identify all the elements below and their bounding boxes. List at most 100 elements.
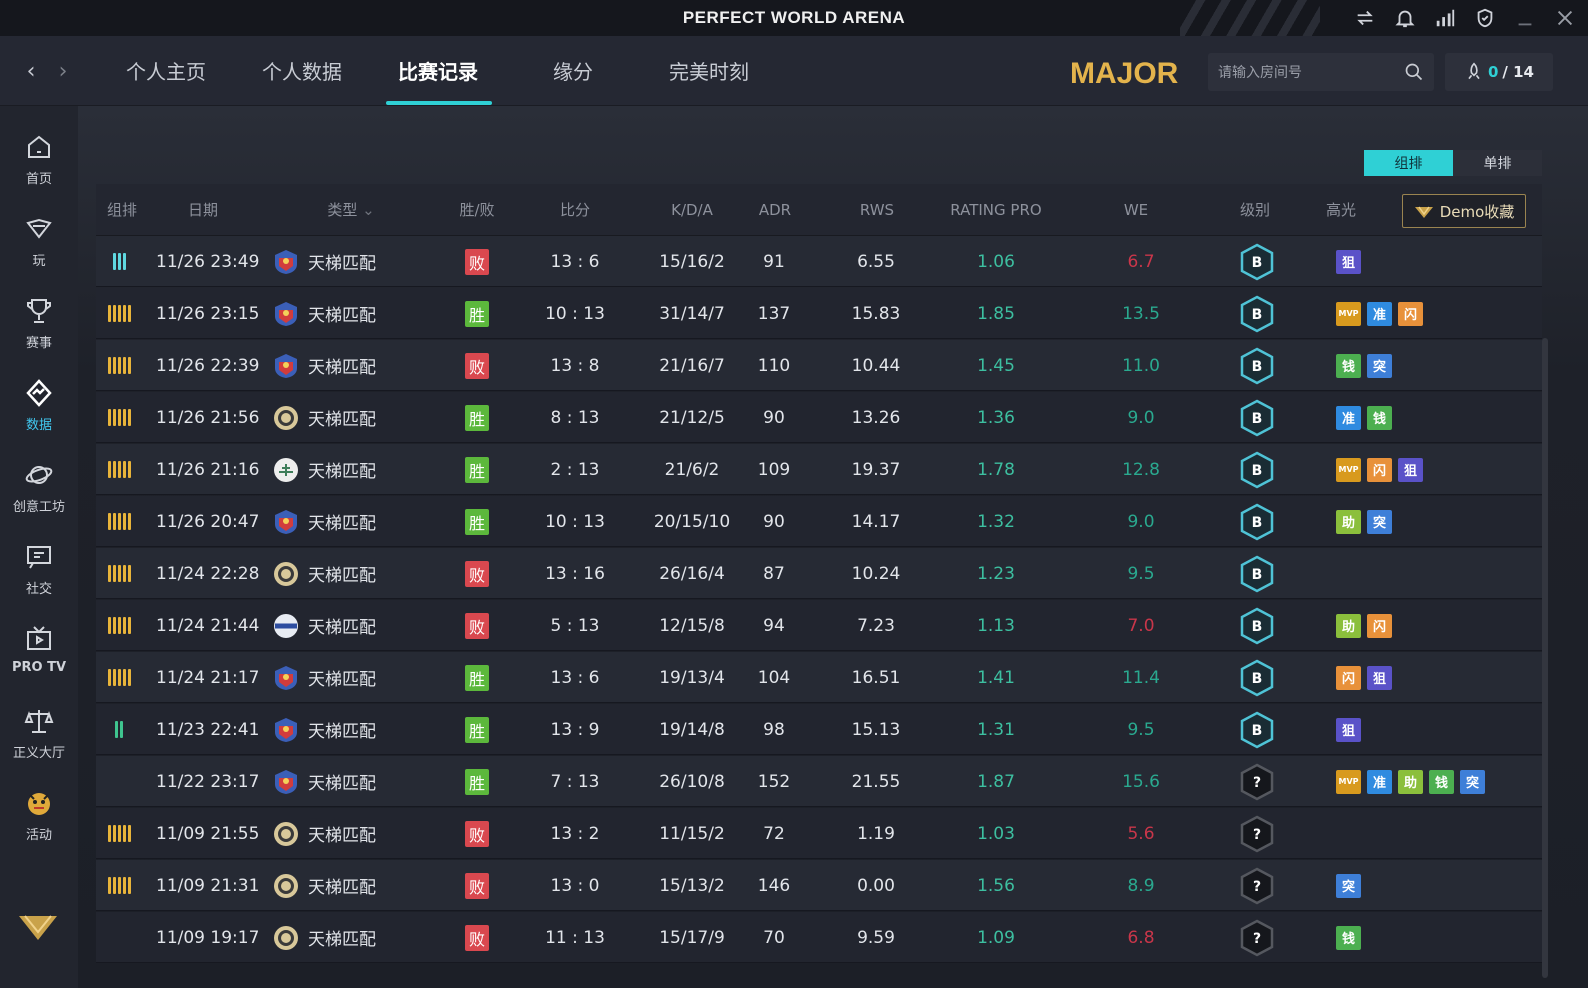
party-size-indicator — [96, 600, 142, 651]
svg-text:B: B — [1252, 515, 1263, 531]
party-member-mark — [117, 617, 121, 634]
sidebar-item-label: 首页 — [25, 172, 52, 187]
sidebar-item-events[interactable]: 赛事 — [0, 296, 78, 366]
sidebar-item-workshop[interactable]: 创意工坊 — [0, 460, 78, 530]
highlight-badge: 突 — [1367, 509, 1392, 534]
map-badge-icon — [275, 769, 297, 794]
sidebar-item-protv[interactable]: PRO TV — [0, 624, 78, 694]
table-row[interactable]: 11/26 21:56 天梯匹配 胜 8 : 13 21/12/5 90 13.26 1.36… — [96, 392, 1542, 443]
table-row[interactable]: 11/23 22:41 天梯匹配 胜 13 : 9 19/14/8 98 15.13 1.31… — [96, 704, 1542, 755]
table-row[interactable]: 11/26 21:16 天梯匹配 胜 2 : 13 21/6/2 109 19.37 1.78… — [96, 444, 1542, 495]
sidebar-item-justice[interactable]: 正义大厅 — [0, 706, 78, 776]
svg-text:?: ? — [1253, 775, 1261, 791]
group-queue-button[interactable]: 组排 — [1364, 150, 1453, 176]
sidebar-item-home[interactable]: 首页 — [0, 132, 78, 202]
tab-personal-stats[interactable]: 个人数据 — [262, 60, 342, 84]
party-member-mark — [117, 513, 121, 530]
forward-arrow-icon[interactable]: › — [58, 58, 68, 84]
result-cell: 胜 — [458, 444, 496, 495]
highlights-cell: 助突 — [1336, 496, 1536, 547]
table-row[interactable]: 11/09 19:17 天梯匹配 败 11 : 13 15/17/9 70 9.59 1.09… — [96, 912, 1542, 963]
table-row[interactable]: 11/26 23:49 天梯匹配 败 13 : 6 15/16/2 91 6.55 1.06 6… — [96, 236, 1542, 287]
sidebar-item-play[interactable]: 玩 — [0, 214, 78, 284]
party-size-indicator — [96, 704, 142, 755]
highlights-cell — [1336, 808, 1536, 859]
player-counter[interactable]: 0 / 14 — [1445, 53, 1553, 91]
match-score: 13 : 6 — [550, 251, 600, 272]
adr-value: 98 — [763, 719, 785, 740]
tab-perfect-moments[interactable]: 完美时刻 — [669, 60, 749, 84]
match-score: 13 : 9 — [550, 719, 600, 740]
table-row[interactable]: 11/26 23:15 天梯匹配 胜 10 : 13 31/14/7 137 15.83 1.… — [96, 288, 1542, 339]
kda-value: 11/15/2 — [659, 823, 725, 844]
header-type[interactable]: 类型 ⌄ — [318, 184, 384, 236]
header-kda: K/D/A — [671, 201, 713, 219]
table-row[interactable]: 11/24 22:28 天梯匹配 败 13 : 16 26/16/4 87 10.24 1.2… — [96, 548, 1542, 599]
back-arrow-icon[interactable]: ‹ — [26, 58, 36, 84]
table-row[interactable]: 11/24 21:17 天梯匹配 胜 13 : 6 19/13/4 104 16.51 1.4… — [96, 652, 1542, 703]
shield-check-icon[interactable] — [1472, 5, 1498, 31]
party-size-indicator — [96, 860, 142, 911]
party-member-mark — [127, 357, 131, 374]
room-search-input[interactable] — [1218, 53, 1398, 91]
result-badge: 败 — [465, 872, 489, 899]
sidebar-item-data[interactable]: 数据 — [0, 378, 78, 448]
party-member-mark — [112, 565, 116, 582]
sidebar-item-label: 创意工坊 — [12, 500, 65, 515]
party-member-mark — [117, 253, 121, 270]
header-group: 组排 — [106, 201, 137, 219]
major-logo[interactable]: MAJOR — [1070, 52, 1188, 92]
chevron-down-icon: ⌄ — [362, 201, 375, 219]
party-member-mark — [112, 409, 116, 426]
match-date: 11/09 21:31 — [156, 875, 260, 896]
demo-collection-button[interactable]: Demo收藏 — [1402, 194, 1526, 228]
minimize-icon[interactable] — [1512, 5, 1538, 31]
close-icon[interactable] — [1552, 5, 1578, 31]
highlight-badge: 钱 — [1336, 353, 1361, 378]
sidebar-item-label: 社交 — [25, 582, 52, 597]
rank-b-icon: B — [1240, 295, 1274, 332]
result-badge: 胜 — [465, 404, 489, 431]
table-row[interactable]: 11/24 21:44 天梯匹配 败 5 : 13 12/15/8 94 7.23 1.13 7… — [96, 600, 1542, 651]
table-row[interactable]: 11/22 23:17 天梯匹配 胜 7 : 13 26/10/8 152 21.55 1.8… — [96, 756, 1542, 807]
party-member-mark — [122, 617, 126, 634]
tab-affinity[interactable]: 缘分 — [553, 60, 593, 84]
swap-icon[interactable] — [1352, 5, 1378, 31]
unknown-rank-icon: ? — [1240, 815, 1274, 852]
home-icon — [28, 135, 50, 158]
match-score: 13 : 6 — [550, 667, 600, 688]
rating-value: 1.45 — [977, 355, 1015, 376]
solo-queue-button[interactable]: 单排 — [1453, 150, 1542, 176]
sidebar-item-social[interactable]: 社交 — [0, 542, 78, 612]
svg-text:B: B — [1252, 411, 1263, 427]
search-icon[interactable] — [1404, 62, 1424, 82]
scrollbar[interactable] — [1542, 338, 1548, 978]
table-row[interactable]: 11/26 20:47 天梯匹配 胜 10 : 13 20/15/10 90 14.17 1.… — [96, 496, 1542, 547]
rws-value: 9.59 — [857, 927, 895, 948]
result-cell: 败 — [458, 548, 496, 599]
match-type: 天梯匹配 — [272, 548, 402, 599]
table-row[interactable]: 11/09 21:31 天梯匹配 败 13 : 0 15/13/2 146 0.00 1.56… — [96, 860, 1542, 911]
rank-b-icon: B — [1240, 347, 1274, 384]
counter-total: / 14 — [1502, 63, 1534, 81]
bell-icon[interactable] — [1392, 5, 1418, 31]
brand-logo[interactable] — [17, 908, 59, 942]
rating-value: 1.23 — [977, 563, 1015, 584]
tab-match-history[interactable]: 比赛记录 — [398, 60, 478, 84]
table-row[interactable]: 11/26 22:39 天梯匹配 败 13 : 8 21/16/7 110 10.44 1.4… — [96, 340, 1542, 391]
rws-value: 1.19 — [857, 823, 895, 844]
sidebar-item-activity[interactable]: 活动 — [0, 788, 78, 858]
party-member-mark — [107, 617, 111, 634]
highlight-badge: 闪 — [1336, 665, 1361, 690]
party-member-mark — [127, 305, 131, 322]
rws-value: 6.55 — [857, 251, 895, 272]
header-result: 胜/败 — [459, 201, 495, 219]
party-member-mark — [122, 409, 126, 426]
highlight-badge: 闪 — [1367, 457, 1392, 482]
table-row[interactable]: 11/09 21:55 天梯匹配 败 13 : 2 11/15/2 72 1.19 1.03 5… — [96, 808, 1542, 859]
party-member-mark — [117, 305, 121, 322]
svg-text:?: ? — [1253, 931, 1261, 947]
signal-icon[interactable] — [1432, 5, 1458, 31]
tab-profile[interactable]: 个人主页 — [126, 60, 206, 84]
we-value: 9.0 — [1127, 407, 1155, 428]
